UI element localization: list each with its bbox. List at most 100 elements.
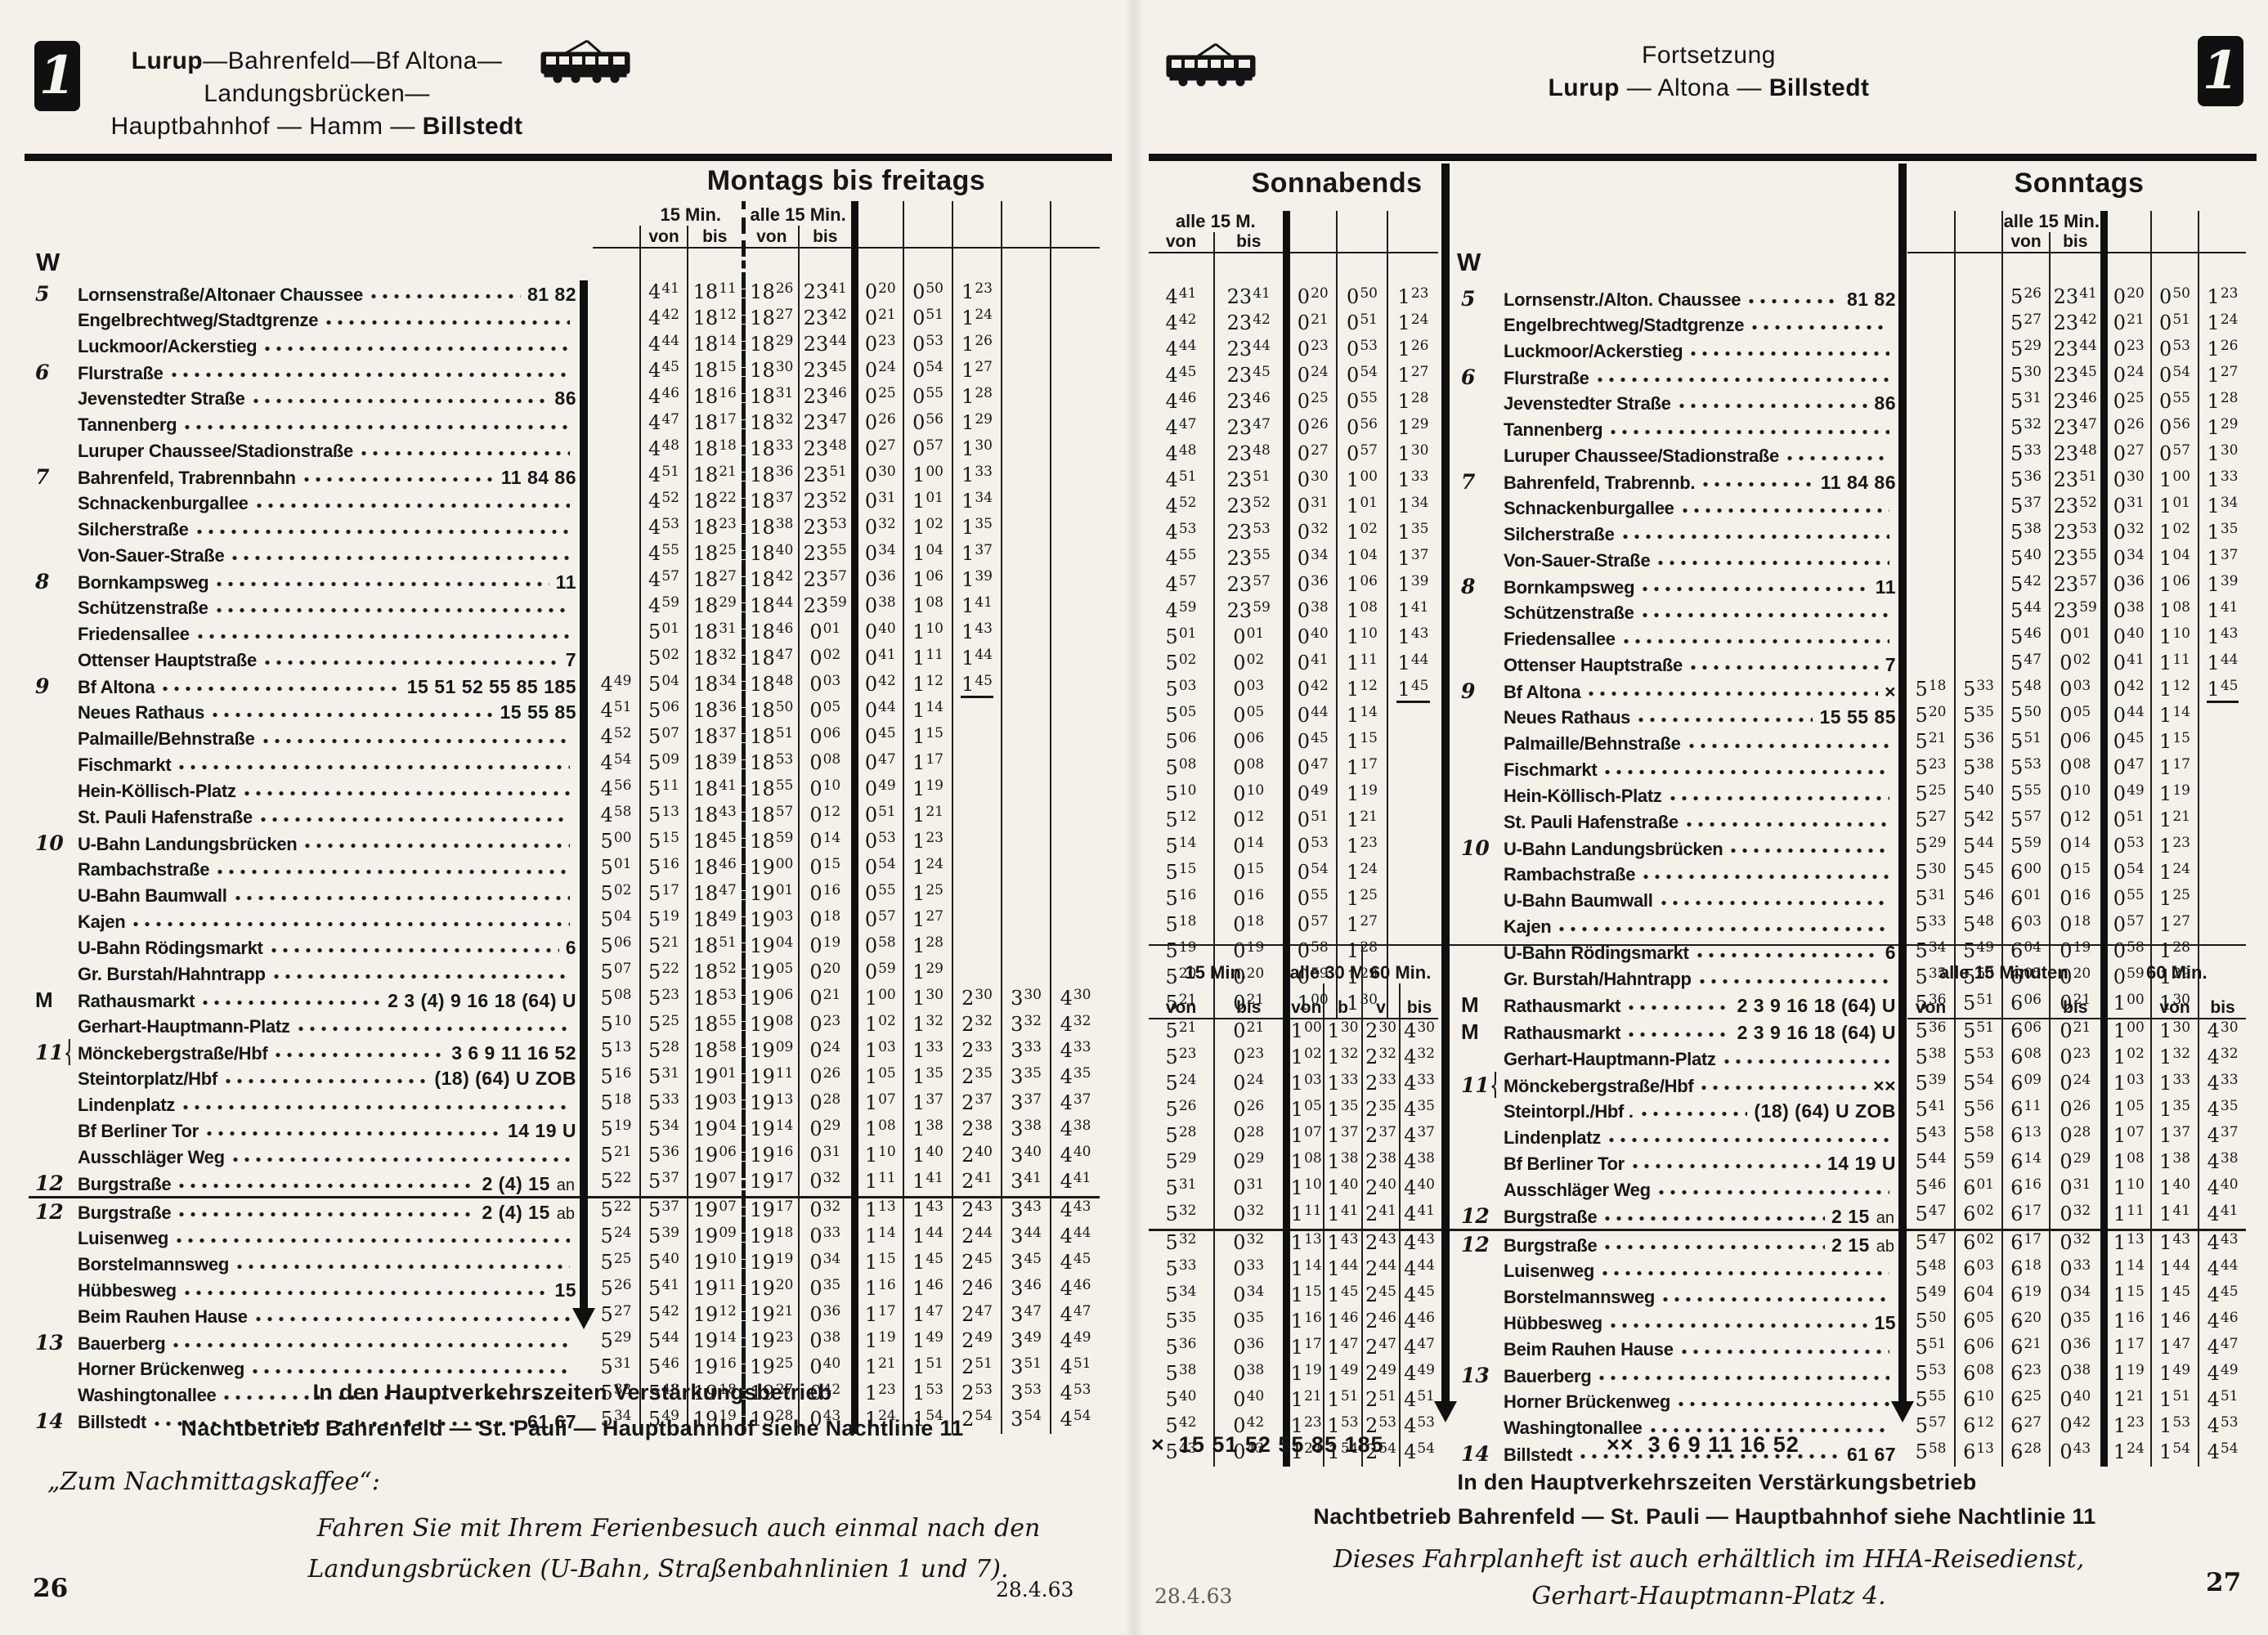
station-name: Borstelmannsweg [78, 1253, 229, 1274]
route-title-line: Lurup — Altona — Billstedt [1548, 74, 1870, 101]
station-name: Schnackenburgallee [78, 492, 249, 513]
connection-routes: 3 6 9 11 16 52 [451, 1041, 576, 1064]
station-name: Bf Berliner Tor [1504, 1153, 1625, 1174]
time-cell: 1921 [741, 1303, 800, 1329]
timetable-header: alle 15 M. alle 15 Min. von bis von bis [1149, 211, 2247, 253]
time-cell: 529 [600, 1329, 632, 1352]
table-row: 501 001 040 110 143 Friedensallee 546 001 040 1… [1149, 625, 2247, 652]
time-cell: 529 [1165, 1150, 1197, 1173]
weekday-marker: W [36, 248, 61, 276]
time-cell: 053 [1282, 835, 1337, 861]
table-row: 543 043 124 154 254 454 14 Billstedt 61 67 55… [1149, 1440, 2247, 1467]
time-cell: 143 [903, 1196, 953, 1225]
time-cell: 108 [1282, 1150, 1324, 1176]
time-cell: 128 [1387, 390, 1438, 416]
table-row: 8 Bornkampsweg 11 457 1827 1842 2357 036 106 1… [29, 568, 1100, 594]
table-row: 532 032 111 141 241 441 12 Burgstraße 2 15 an… [1149, 1203, 2247, 1230]
time-cell: 1857 [741, 804, 800, 830]
time-cell: 053 [2150, 338, 2199, 364]
time-cell: 133 [952, 464, 1002, 490]
station-cell: Ottenser Hauptstraße 7 [1454, 652, 1896, 678]
station-cell: U-Bahn Baumwall [29, 882, 576, 908]
time-cell: 522 [593, 1196, 640, 1225]
time-cell [1050, 464, 1100, 490]
time-cell: 623 [2001, 1362, 2051, 1388]
table-row: Rambachstraße 501 516 1846 1900 015 054 124 [29, 856, 1100, 882]
dotted-leader [1697, 952, 1879, 958]
table-row: 10 U-Bahn Landungsbrücken 500 515 1845 1859… [29, 830, 1100, 856]
time-cell: 602 [1954, 1229, 2003, 1257]
time-cell [593, 464, 640, 490]
time-cell: 441 [1399, 1203, 1439, 1230]
dotted-leader [1632, 1162, 1821, 1169]
dotted-leader [271, 947, 559, 953]
time-cell: 435 [1050, 1065, 1100, 1091]
time-cell [1282, 253, 1337, 285]
table-row: 533 033 114 144 244 444 Luisenweg 548 603 618 03… [1149, 1257, 2247, 1283]
time-cell: 538 [1165, 1362, 1197, 1385]
time-cell: 440 [2198, 1176, 2247, 1203]
time-cell: 540 [639, 1251, 688, 1277]
time-cell [1954, 390, 2002, 416]
time-cell: 546 [639, 1355, 688, 1382]
tram-icon [1166, 43, 1256, 87]
time-cell: 133 [2150, 1072, 2199, 1098]
table-row: St. Pauli Hafenstraße 458 513 1843 1857 012 0… [29, 804, 1100, 830]
time-cell: 430 [1050, 987, 1100, 1013]
time-cell: 539 [1915, 1072, 1947, 1095]
time-cell: 143 [2198, 625, 2247, 652]
time-cell: 449 [1399, 1362, 1439, 1388]
time-cell: 026 [1282, 416, 1337, 442]
time-cell: 621 [2001, 1336, 2051, 1362]
time-cell: 537 [2001, 495, 2050, 521]
time-cell: 140 [2150, 1176, 2199, 1203]
time-cell: 501 [600, 856, 632, 879]
station-cell: 14 Billstedt 61 67 [1454, 1440, 1896, 1467]
time-cell: 453 [1050, 1382, 1100, 1408]
time-cell: 1830 [741, 359, 800, 385]
arrival-departure-marker: an [556, 1176, 575, 1194]
time-cell: 144 [2198, 652, 2247, 678]
time-cell: 023 [1212, 1046, 1287, 1072]
time-cell: 606 [2001, 1019, 2051, 1046]
column-gap [1896, 1440, 1907, 1467]
time-cell: 1834 [686, 673, 744, 699]
dotted-leader [179, 1211, 476, 1217]
time-cell: 603 [2001, 913, 2050, 939]
time-cell: 459 [1165, 599, 1197, 622]
station-name: Burgstraße [1504, 1206, 1598, 1227]
time-cell [1050, 385, 1100, 411]
time-cell: 604 [2001, 939, 2050, 965]
station-name: Horner Brückenweg [1504, 1391, 1670, 1412]
time-cell: 503 [1165, 678, 1197, 701]
station-cell: Beim Rauhen Hause [1454, 1336, 1896, 1362]
station-name: St. Pauli Hafenstraße [78, 806, 253, 827]
time-cell [952, 908, 1002, 934]
table-row: Schützenstraße 459 1829 1844 2359 038 108 141 [29, 594, 1100, 620]
station-cell: Gerhart-Hauptmann-Platz [29, 1013, 576, 1039]
dotted-leader [177, 1237, 570, 1243]
time-cell: 115 [2150, 730, 2199, 756]
time-cell: 059 [850, 961, 904, 987]
table-row: Lindenplatz 518 533 1903 1913 028 107 137 237 33… [29, 1091, 1100, 1118]
ad-line: Fahren Sie mit Ihrem Ferienbesuch auch e… [316, 1514, 1041, 1543]
station-cell: 10 U-Bahn Landungsbrücken [1454, 835, 1896, 861]
time-cell: 051 [2100, 809, 2152, 835]
time-cell: 1909 [741, 1039, 800, 1065]
connection-routes: 2 3 (4) 9 16 18 (64) U [388, 989, 576, 1011]
station-name: Fischmarkt [78, 754, 172, 775]
time-cell: 444 [639, 333, 688, 359]
dotted-leader [1597, 376, 1889, 383]
time-cell: 617 [2001, 1229, 2051, 1257]
time-cell [952, 882, 1002, 908]
time-cell: 154 [1323, 1440, 1363, 1467]
table-row: 516 016 055 125 U-Bahn Baumwall 531 546 601 01… [1149, 887, 2247, 913]
time-cell: 333 [1001, 1039, 1051, 1065]
table-row: 442 2342 021 051 124 Engelbrechtweg/Stadtgre… [1149, 311, 2247, 338]
time-cell: 030 [1282, 468, 1337, 495]
time-cell: 2351 [2048, 468, 2104, 495]
time-cell [1907, 338, 1955, 364]
time-cell [686, 248, 744, 280]
time-cell: 041 [850, 647, 904, 673]
time-cell: 514 [1165, 835, 1197, 858]
